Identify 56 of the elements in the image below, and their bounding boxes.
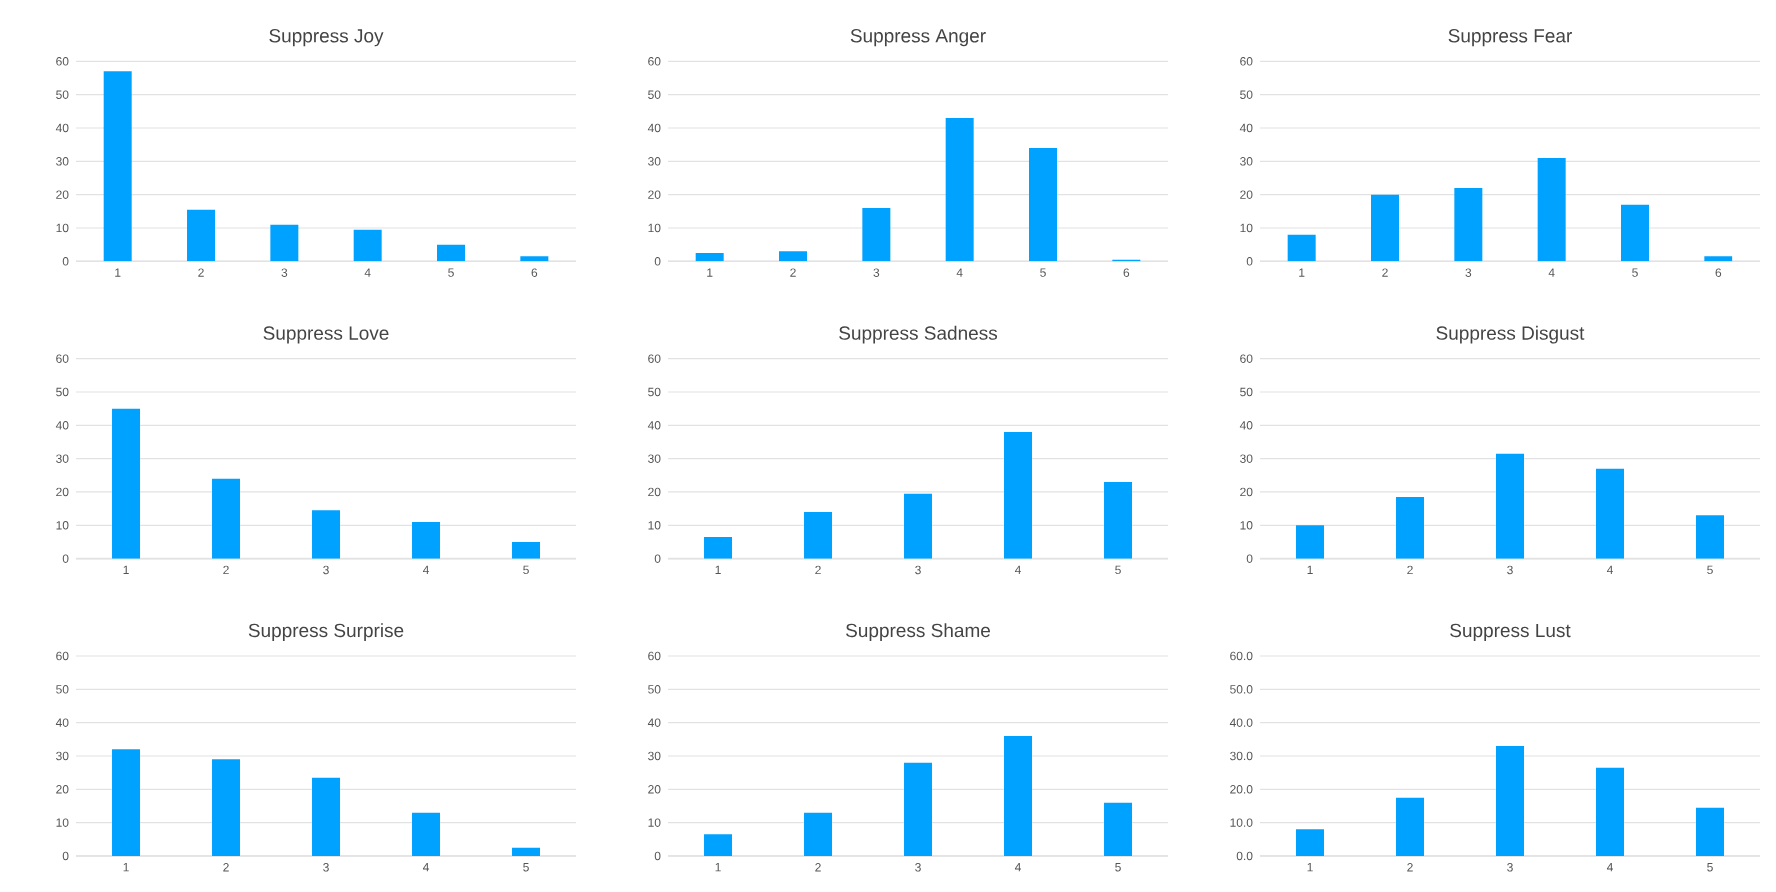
bar	[1596, 468, 1624, 559]
bar	[1696, 807, 1724, 856]
bar	[1104, 802, 1133, 856]
bar	[779, 251, 808, 262]
bar	[804, 812, 833, 856]
bar	[945, 117, 974, 262]
bar	[353, 229, 382, 262]
bar	[1371, 194, 1399, 262]
bar	[512, 847, 541, 856]
bar	[1287, 234, 1316, 262]
bar	[1620, 204, 1649, 262]
bar	[1104, 481, 1133, 559]
bar	[704, 834, 733, 856]
bar	[103, 71, 132, 262]
chart-title: Suppress Surprise	[248, 623, 404, 641]
chart-title: Suppress Joy	[269, 29, 384, 47]
bar	[1704, 256, 1733, 262]
bar	[1396, 797, 1424, 856]
bar	[112, 749, 141, 856]
chart-title: Suppress Shame	[846, 623, 991, 641]
bar	[212, 478, 241, 559]
bar	[1596, 767, 1624, 856]
bar	[1496, 745, 1525, 856]
bar	[1696, 515, 1724, 559]
bar	[695, 252, 724, 262]
bar	[187, 209, 216, 262]
bar	[437, 244, 466, 262]
bar	[312, 510, 341, 559]
bar	[270, 224, 299, 262]
bar	[312, 777, 341, 856]
bar	[704, 536, 733, 559]
bar	[1537, 157, 1566, 262]
bar	[1454, 187, 1483, 262]
bar	[1004, 735, 1033, 856]
chart-title: Suppress Lust	[1450, 623, 1571, 641]
chart-title: Suppress Fear	[1448, 29, 1572, 47]
bar	[1029, 147, 1057, 262]
chart-title: Suppress Sadness	[839, 325, 998, 344]
bar	[904, 762, 933, 856]
bar	[804, 511, 833, 559]
bar	[1496, 453, 1525, 559]
bar	[520, 256, 549, 262]
bar	[862, 207, 891, 262]
bar	[412, 812, 441, 856]
bar	[212, 759, 241, 856]
bar	[904, 493, 933, 559]
bar	[1396, 496, 1424, 559]
bar	[512, 541, 541, 559]
chart-title: Suppress Anger	[850, 29, 986, 47]
chart-title: Suppress Love	[263, 326, 389, 344]
bar	[1004, 431, 1033, 559]
chart-title: Suppress Disgust	[1436, 325, 1585, 344]
bar	[112, 408, 141, 559]
bar	[1296, 525, 1325, 559]
bar	[1296, 829, 1325, 856]
bar	[412, 521, 441, 559]
